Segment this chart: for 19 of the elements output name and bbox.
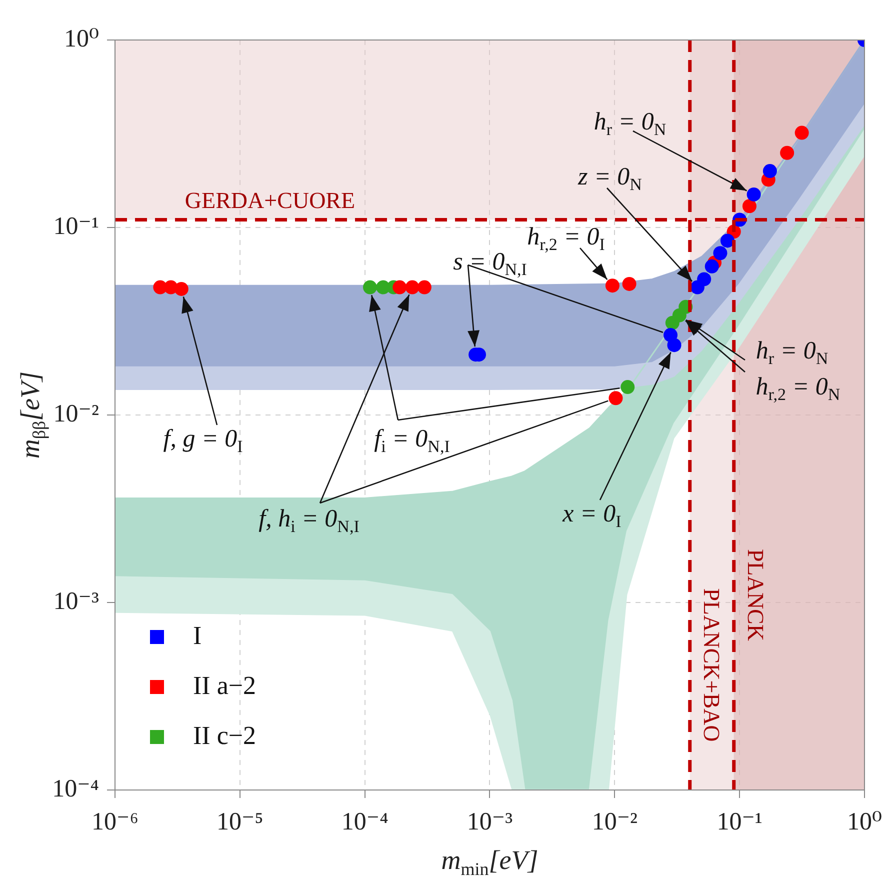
x-tick-label: 10⁰ bbox=[846, 808, 882, 836]
x-tick-label: 10⁻⁴ bbox=[341, 808, 389, 836]
legend-label: II a−2 bbox=[193, 670, 256, 700]
legend-label: I bbox=[193, 620, 202, 650]
x-tick-label: 10⁻⁶ bbox=[92, 808, 138, 836]
y-tick-label: 10⁻² bbox=[53, 400, 99, 428]
y-axis-title: mββ[eV] bbox=[15, 371, 49, 459]
ref-line-label: GERDA+CUORE bbox=[184, 188, 356, 213]
legend-label: II c−2 bbox=[193, 720, 256, 750]
y-tick-label: 10⁰ bbox=[64, 26, 99, 53]
ref-line-label: PLANCK+BAO bbox=[698, 588, 724, 742]
x-tick-label: 10⁻³ bbox=[466, 808, 514, 836]
ref-line-label: PLANCK bbox=[742, 548, 768, 642]
y-tick-label: 10⁻⁴ bbox=[52, 776, 100, 803]
y-tick-label: 10⁻³ bbox=[53, 588, 100, 616]
x-tick-label: 10⁻² bbox=[592, 808, 638, 836]
x-tick-label: 10⁻¹ bbox=[716, 808, 762, 836]
y-tick-label: 10⁻¹ bbox=[53, 213, 99, 240]
x-tick-label: 10⁻⁵ bbox=[216, 808, 264, 836]
